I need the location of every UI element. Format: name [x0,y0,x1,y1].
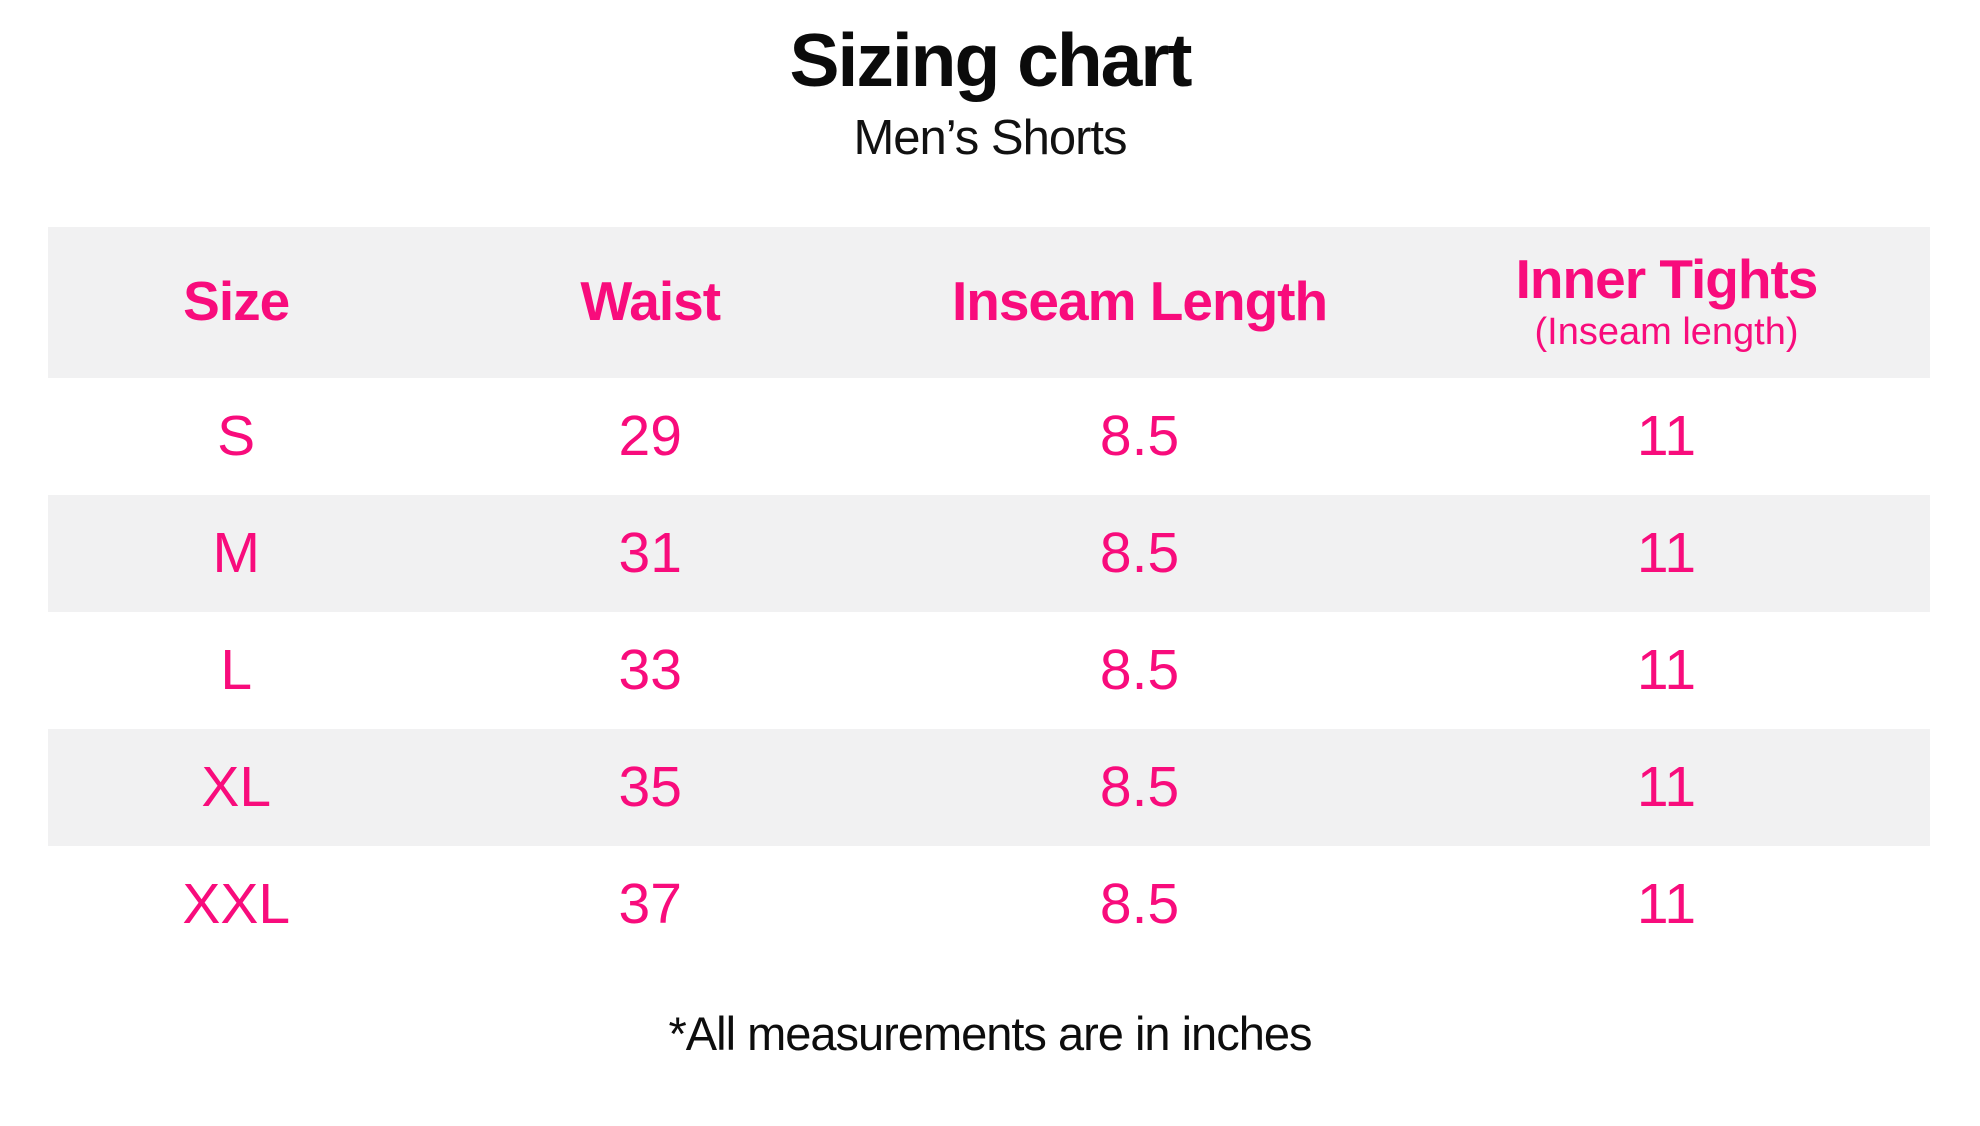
cell-size: L [220,638,253,703]
column-header-inner-tights: Inner Tights (Inseam length) [1403,227,1930,378]
table-body: S 29 8.5 11 M 31 8.5 11 L 33 8.5 11 XL 3… [48,378,1930,963]
sizing-table: Size Waist Inseam Length Inner Tights (I… [48,226,1930,963]
cell-inseam-length: 8.5 [1099,872,1180,937]
cell-inseam-length: 8.5 [1099,404,1180,469]
cell-inner-tights: 11 [1636,872,1697,937]
sizing-table-container: Size Waist Inseam Length Inner Tights (I… [48,226,1930,963]
table-row: XL 35 8.5 11 [48,728,1930,846]
column-header-label: Inseam Length [951,270,1328,333]
column-header-inseam-length: Inseam Length [876,227,1403,378]
column-header-label: Waist [580,270,721,333]
column-header-sublabel: (Inseam length) [1534,311,1799,354]
cell-waist: 33 [618,638,682,703]
footnote: *All measurements are in inches [668,1006,1313,1060]
cell-size: XXL [182,872,291,937]
cell-size: S [217,404,256,469]
table-header-row: Size Waist Inseam Length Inner Tights (I… [48,226,1930,378]
cell-size: XL [201,755,272,820]
column-header-size: Size [48,227,424,378]
cell-inner-tights: 11 [1636,521,1697,586]
cell-size: M [212,521,260,586]
table-row: M 31 8.5 11 [48,494,1930,612]
cell-inner-tights: 11 [1636,755,1697,820]
page-subtitle: Men’s Shorts [853,111,1127,165]
cell-inseam-length: 8.5 [1099,755,1180,820]
column-header-waist: Waist [424,227,876,378]
cell-inner-tights: 11 [1636,404,1697,469]
table-row: S 29 8.5 11 [48,378,1930,495]
cell-inseam-length: 8.5 [1099,638,1180,703]
sizing-chart-page: Sizing chart Men’s Shorts Size Waist [0,14,1980,1061]
cell-waist: 35 [618,755,682,820]
cell-waist: 31 [618,521,682,586]
cell-waist: 37 [618,872,682,937]
cell-inseam-length: 8.5 [1099,521,1180,586]
cell-inner-tights: 11 [1636,638,1697,703]
table-row: L 33 8.5 11 [48,612,1930,729]
table-row: XXL 37 8.5 11 [48,846,1930,963]
column-header-label: Inner Tights [1515,248,1819,311]
page-title: Sizing chart [789,18,1192,102]
cell-waist: 29 [618,404,682,469]
column-header-label: Size [183,270,290,333]
